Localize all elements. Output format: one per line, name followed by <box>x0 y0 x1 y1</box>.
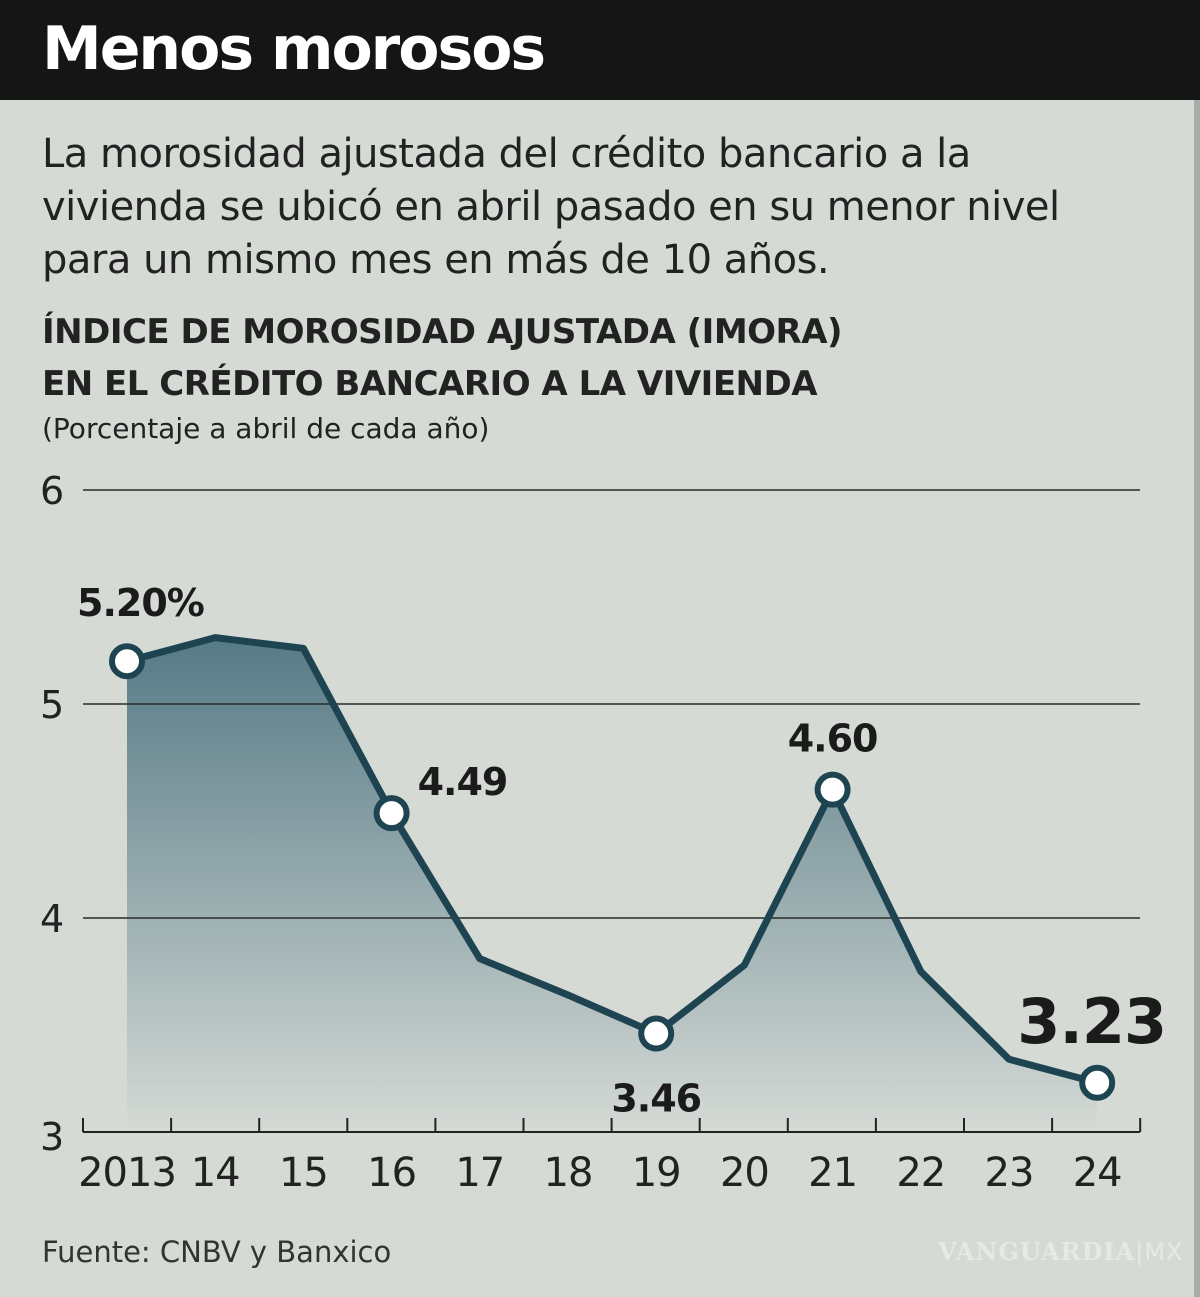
source-note: Fuente: CNBV y Banxico <box>42 1235 392 1269</box>
data-label: 5.20% <box>77 581 204 625</box>
chart-title: ÍNDICE DE MOROSIDAD AJUSTADA (IMORA) EN … <box>42 306 843 410</box>
y-tick-label: 6 <box>40 469 64 513</box>
y-tick-label: 5 <box>40 683 64 727</box>
x-tick-label: 17 <box>455 1150 504 1196</box>
x-tick-label: 21 <box>808 1150 857 1196</box>
x-tick-label: 20 <box>720 1150 769 1196</box>
y-tick-label: 3 <box>40 1115 64 1159</box>
data-label: 4.60 <box>788 717 878 761</box>
data-point-marker <box>373 795 410 832</box>
data-label: 4.49 <box>418 760 508 804</box>
x-tick-label: 16 <box>367 1150 416 1196</box>
watermark-logo: VANGUARDIA|MX <box>938 1237 1184 1266</box>
x-tick-label: 2013 <box>78 1150 176 1196</box>
chart-title-line2: EN EL CRÉDITO BANCARIO A LA VIVIENDA <box>42 364 818 404</box>
x-tick-label: 23 <box>985 1150 1034 1196</box>
data-label: 3.46 <box>611 1077 701 1121</box>
chart-title-line1: ÍNDICE DE MOROSIDAD AJUSTADA (IMORA) <box>42 312 843 352</box>
x-tick-label: 15 <box>279 1150 328 1196</box>
x-tick-label: 18 <box>544 1150 593 1196</box>
x-tick-label: 24 <box>1073 1150 1122 1196</box>
x-tick-label: 22 <box>896 1150 945 1196</box>
data-point-marker <box>109 643 145 680</box>
area-fill <box>127 637 1098 1132</box>
description: La morosidad ajustada del crédito bancar… <box>42 131 1060 283</box>
chart-subtitle: (Porcentaje a abril de cada año) <box>42 412 490 445</box>
data-point-marker <box>638 1015 675 1052</box>
headline: Menos morosos <box>42 14 546 84</box>
x-tick-label: 19 <box>632 1150 681 1196</box>
x-tick-label: 14 <box>191 1150 240 1196</box>
data-label: 3.23 <box>1017 985 1166 1058</box>
right-edge <box>1194 100 1200 1297</box>
y-tick-label: 4 <box>40 897 64 941</box>
series-line <box>126 634 1099 1087</box>
title-bar: Menos morosos <box>0 0 1200 100</box>
data-point-marker <box>814 771 851 808</box>
data-point-marker <box>1079 1064 1116 1101</box>
